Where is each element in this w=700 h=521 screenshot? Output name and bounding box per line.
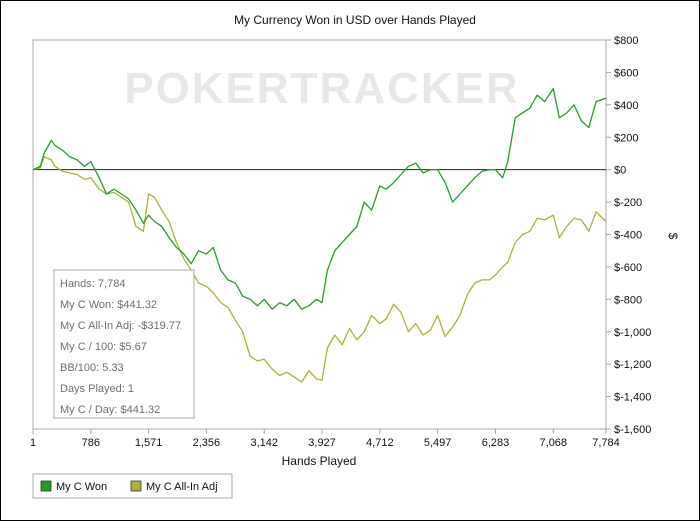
y-tick-label: $-400 bbox=[614, 230, 642, 242]
legend: My C Won My C All-In Adj bbox=[32, 473, 233, 499]
x-tick-label: 3,927 bbox=[308, 437, 336, 449]
y-axis-title: $ bbox=[666, 233, 680, 240]
axis-ticks: $800 $600 $400 $200 $0 $-200 $-400 $-600 $-800 $-… bbox=[30, 35, 651, 449]
x-tick-label: 4,712 bbox=[366, 437, 394, 449]
legend-swatch-my-c-allin-adj bbox=[130, 480, 142, 492]
y-tick-label: $800 bbox=[614, 35, 638, 47]
x-tick-label: 1,571 bbox=[135, 437, 163, 449]
stats-days-played: Days Played: 1 bbox=[60, 383, 134, 395]
legend-swatch-my-c-won bbox=[40, 480, 52, 492]
y-tick-label: $-1,600 bbox=[614, 424, 651, 436]
x-tick-label: 7,784 bbox=[592, 437, 620, 449]
stats-box-background bbox=[53, 269, 195, 419]
stats-hands: Hands: 7,784 bbox=[60, 278, 125, 290]
y-tick-label: $-800 bbox=[614, 294, 642, 306]
chart-title: My Currency Won in USD over Hands Played bbox=[234, 13, 476, 27]
stats-per-100: My C / 100: $5.67 bbox=[60, 341, 147, 353]
x-axis-title: Hands Played bbox=[282, 454, 357, 468]
stats-won: My C Won: $441.32 bbox=[60, 299, 157, 311]
stats-box: Hands: 7,784 My C Won: $441.32 My C All-… bbox=[53, 269, 195, 419]
x-tick-label: 786 bbox=[82, 437, 100, 449]
watermark-logo: POKERTRACKER bbox=[124, 64, 520, 113]
series-lines bbox=[32, 87, 607, 383]
x-tick-label: 6,283 bbox=[482, 437, 510, 449]
y-tick-label: $-1,200 bbox=[614, 359, 651, 371]
y-tick-label: $400 bbox=[614, 100, 638, 112]
series-line-my-c-won bbox=[32, 87, 607, 310]
x-tick-label: 2,356 bbox=[193, 437, 221, 449]
legend-label-my-c-allin-adj: My C All-In Adj bbox=[146, 481, 218, 493]
y-tick-label: $200 bbox=[614, 132, 638, 144]
y-tick-label: $-600 bbox=[614, 262, 642, 274]
legend-box bbox=[32, 473, 233, 499]
y-tick-label: $-200 bbox=[614, 197, 642, 209]
x-tick-label: 1 bbox=[30, 437, 36, 449]
y-tick-label: $-1,400 bbox=[614, 392, 651, 404]
stats-allin-adj: My C All-In Adj: -$319.77 bbox=[60, 320, 181, 332]
x-tick-label: 7,068 bbox=[540, 437, 568, 449]
stats-per-day: My C / Day: $441.32 bbox=[60, 404, 160, 416]
legend-label-my-c-won: My C Won bbox=[56, 481, 107, 493]
stats-bb-100: BB/100: 5.33 bbox=[60, 362, 124, 374]
x-tick-label: 3,142 bbox=[250, 437, 278, 449]
series-line-my-c-all-in-adj bbox=[32, 156, 607, 383]
y-tick-label: $0 bbox=[614, 165, 626, 177]
x-tick-label: 5,497 bbox=[424, 437, 452, 449]
y-tick-label: $-1,000 bbox=[614, 327, 651, 339]
y-tick-label: $600 bbox=[614, 67, 638, 79]
